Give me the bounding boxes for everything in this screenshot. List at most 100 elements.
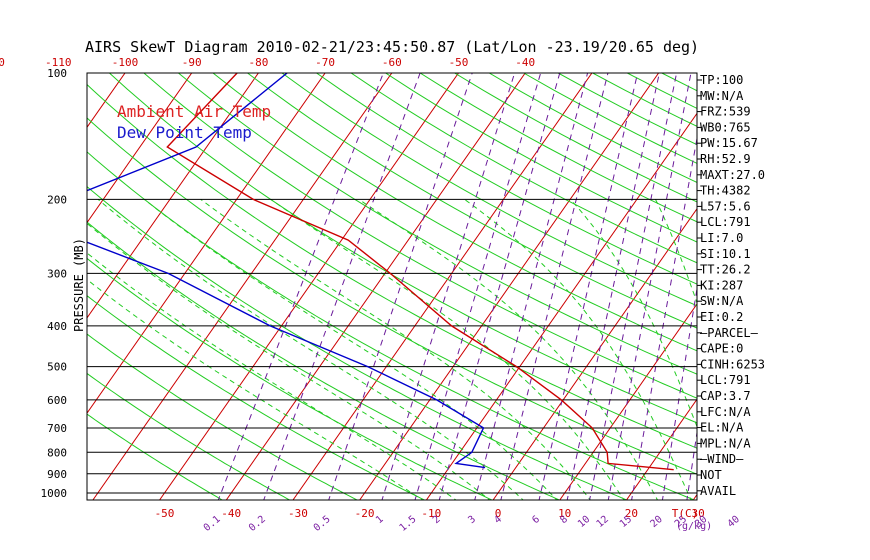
dry-adiabat-line — [350, 73, 697, 264]
pressure-tick-label: 300 — [47, 267, 67, 280]
moist-adiabat-line — [570, 199, 697, 428]
stability-index-item: TP:100 — [700, 73, 743, 87]
stability-index-item: LFC:N/A — [700, 405, 751, 419]
top-temp-tick-label: -100 — [112, 56, 139, 69]
top-temp-tick-label: -50 — [449, 56, 469, 69]
stability-index-item: FRZ:539 — [700, 105, 751, 119]
pressure-tick-label: 900 — [47, 468, 67, 481]
dry-adiabat-line — [247, 73, 697, 329]
dry-adiabat-line — [87, 372, 291, 500]
stability-index-item: TH:4382 — [700, 184, 751, 198]
moist-adiabat-line — [87, 278, 424, 500]
mixing-ratio-label: 0.5 — [312, 514, 333, 534]
isotherm-line — [825, 64, 870, 502]
mixing-ratio-line — [538, 73, 639, 500]
mixing-ratio-line — [381, 73, 516, 500]
stability-index-item: LCL:791 — [700, 373, 751, 387]
bottom-temp-tick-label: 10 — [558, 507, 571, 520]
stability-index-item: CAP:3.7 — [700, 389, 751, 403]
moist-adiabat-line — [200, 198, 591, 500]
mixing-ratio-line — [500, 73, 609, 500]
dry-adiabat-line — [87, 257, 494, 500]
top-temp-tick-label: -80 — [248, 56, 268, 69]
legend-air-temp: Ambient Air Temp — [117, 102, 271, 121]
mixing-ratio-line — [328, 73, 473, 500]
dry-adiabat-line — [765, 73, 870, 502]
dry-adiabat-line — [316, 73, 697, 285]
stability-index-item: EI:0.2 — [700, 310, 743, 324]
mixing-ratio-line — [414, 73, 542, 500]
pressure-tick-label: 700 — [47, 422, 67, 435]
dry-adiabat-line — [87, 221, 561, 500]
bottom-temp-tick-label: 30 — [691, 507, 704, 520]
mixing-ratio-unit-label: (g/kg) — [676, 521, 712, 532]
bottom-temp-tick-label: -50 — [155, 507, 175, 520]
isotherm-line — [87, 73, 260, 319]
mixing-ratio-label: 40 — [726, 514, 742, 530]
dry-adiabat-line — [212, 73, 697, 352]
stability-index-item: MPL:N/A — [700, 436, 751, 450]
stability-index-item: EL:N/A — [700, 421, 744, 435]
stability-index-item: —WIND— — [700, 452, 744, 466]
mixing-ratio-label: 20 — [649, 514, 665, 530]
dew-point-line — [87, 73, 486, 469]
mixing-ratio-label: 10 — [576, 514, 592, 530]
mixing-ratio-line — [438, 73, 561, 500]
top-temp-tick-label: -40 — [515, 56, 535, 69]
mixing-ratio-label: 1.5 — [398, 514, 419, 534]
mixing-ratio-label: 1 — [374, 514, 386, 526]
mixing-ratio-line — [589, 73, 678, 500]
mixing-ratio-line — [474, 73, 589, 500]
pressure-tick-label: 1000 — [41, 487, 68, 500]
isotherm-line — [92, 73, 393, 500]
pressure-tick-label: 100 — [47, 67, 67, 80]
mixing-ratio-line — [263, 73, 421, 500]
moist-adiabat-line — [464, 198, 692, 500]
stability-index-item: LCL:791 — [700, 215, 751, 229]
top-temp-tick-label: -110 — [45, 56, 72, 69]
mixing-ratio-label: 6 — [530, 514, 542, 526]
bottom-temp-tick-label: -10 — [421, 507, 441, 520]
mixing-ratio-line — [566, 73, 660, 500]
stability-index-item: AVAIL — [700, 484, 736, 498]
moist-adiabat-line — [97, 199, 524, 500]
mixing-ratio-line — [607, 73, 692, 500]
isotherm-line — [359, 73, 660, 500]
dry-adiabat-line — [661, 73, 697, 92]
mixing-ratio-label: 4 — [492, 514, 504, 526]
chart-title: AIRS SkewT Diagram 2010-02-21/23:45:50.8… — [85, 38, 699, 56]
stability-index-item: NOT — [700, 468, 722, 482]
stability-index-item: —PARCEL— — [700, 326, 759, 340]
isotherm-line — [225, 73, 526, 500]
stability-index-item: SW:N/A — [700, 294, 744, 308]
bottom-temp-tick-label: -20 — [355, 507, 375, 520]
stability-index-item: L57:5.6 — [700, 199, 751, 213]
top-temp-tick-label: -60 — [382, 56, 402, 69]
plot-frame — [86, 72, 698, 501]
pressure-tick-label: 400 — [47, 320, 67, 333]
mixing-ratio-label: 8 — [558, 514, 570, 526]
legend-dew-point: Dew Point Temp — [117, 123, 252, 142]
dry-adiabat-line — [87, 185, 629, 500]
moist-adiabat-line — [270, 198, 625, 500]
dry-adiabat-line — [87, 295, 426, 500]
mixing-ratio-label: 0.2 — [247, 514, 268, 534]
moist-adiabat-line — [144, 199, 558, 500]
dry-adiabat-line — [178, 73, 697, 375]
bottom-temp-tick-label: 20 — [625, 507, 638, 520]
stability-index-item: MW:N/A — [700, 89, 744, 103]
dry-adiabat-line — [87, 413, 224, 500]
isotherm-line — [625, 398, 697, 500]
dry-adiabat-line — [385, 73, 697, 243]
isotherm-line — [87, 73, 326, 415]
y-axis-label: PRESSURE (MB) — [72, 238, 86, 332]
bottom-temp-tick-label: 0 — [495, 507, 502, 520]
isotherm-line — [87, 73, 193, 224]
stability-index-item: MAXT:27.0 — [700, 168, 765, 182]
moist-adiabat-line — [358, 198, 659, 500]
top-temp-tick-label: -90 — [182, 56, 202, 69]
dry-adiabat-line — [281, 73, 697, 307]
isotherm-line — [0, 64, 65, 502]
pressure-tick-label: 500 — [47, 361, 67, 374]
